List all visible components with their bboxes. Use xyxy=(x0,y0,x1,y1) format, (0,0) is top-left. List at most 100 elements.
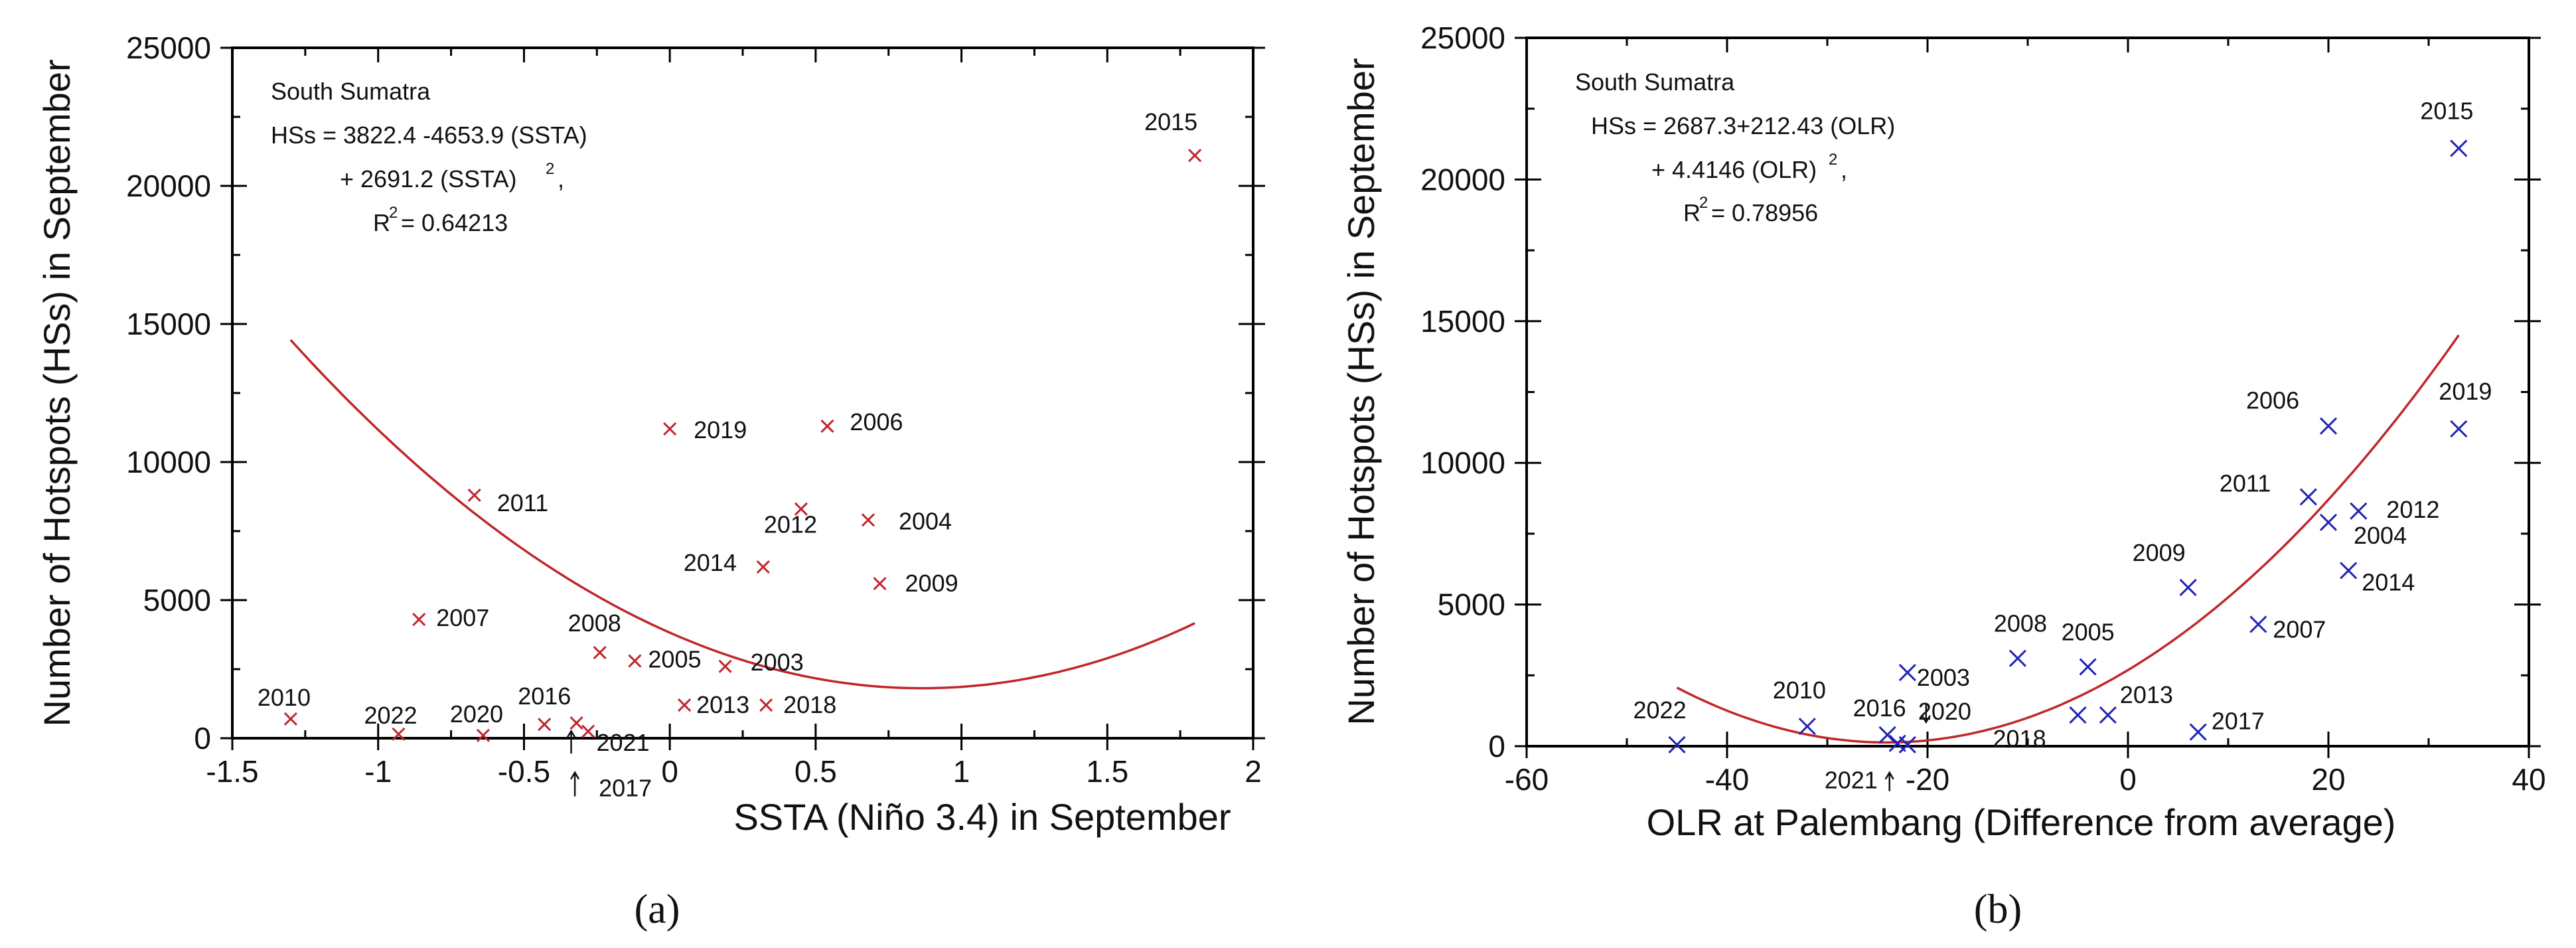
panel-a-x-tick-labels: -1.5 -1 -0.5 0 0.5 1 1.5 2 xyxy=(206,754,1261,789)
point-label-2016: 2016 xyxy=(518,682,571,710)
y-tick-label: 5000 xyxy=(1438,588,1505,622)
point-label-2009: 2009 xyxy=(2133,539,2186,566)
panel-a-equation-annotation: South Sumatra HSs = 3822.4 -4653.9 (SSTA… xyxy=(271,78,587,236)
y-tick-label: 25000 xyxy=(1420,21,1505,55)
data-point-2004: 2004 xyxy=(2319,513,2407,549)
point-label-2015: 2015 xyxy=(2420,97,2473,124)
x-tick-label: 0.5 xyxy=(795,754,837,789)
x-marker-stroke xyxy=(2319,417,2338,435)
point-label-2019: 2019 xyxy=(2439,378,2492,405)
x-tick-label: -1 xyxy=(364,754,392,789)
panel-b-equation-annotation: South Sumatra HSs = 2687.3+212.43 (OLR) … xyxy=(1575,68,1895,226)
x-tick-label: -60 xyxy=(1505,762,1549,797)
x-marker-stroke xyxy=(2069,706,2087,724)
x-marker-stroke xyxy=(756,560,770,574)
data-point-2021: 2021 xyxy=(569,716,650,756)
data-point-2013: 2013 xyxy=(678,691,749,718)
point-label-2021: 2021 xyxy=(1825,767,1878,794)
x-marker-stroke xyxy=(678,698,692,712)
data-point-2020: 2020 xyxy=(450,700,503,742)
arrow-head-2017 xyxy=(570,771,580,780)
point-label-2012: 2012 xyxy=(2386,496,2439,523)
x-marker-stroke xyxy=(1878,726,1896,744)
x-marker-stroke xyxy=(2008,649,2026,667)
point-label-2013: 2013 xyxy=(696,691,749,718)
panel-a-label: (a) xyxy=(635,887,680,932)
panel-b: -60 -40 -20 0 20 40 0 5000 10000 15000 20000 25000… xyxy=(1340,21,2546,932)
data-point-2021: 2021 xyxy=(1825,734,1906,794)
data-point-2016: 2016 xyxy=(1853,694,1906,744)
x-tick-label: -1.5 xyxy=(206,754,258,789)
data-point-2017: 2017 xyxy=(581,724,652,802)
x-marker-stroke xyxy=(2340,562,2358,580)
x-marker-stroke xyxy=(392,727,406,741)
panel-a-ticks xyxy=(220,46,1265,750)
x-tick-label: 0 xyxy=(661,754,678,789)
point-label-2007: 2007 xyxy=(436,604,489,631)
arrow-head-2020 xyxy=(1921,715,1931,724)
x-marker-stroke xyxy=(861,513,875,527)
arrow-head-2021 xyxy=(566,729,576,738)
panel-a-r2-value: = 0.64213 xyxy=(401,209,508,236)
x-marker-stroke xyxy=(2450,420,2468,438)
panel-b-x-tick-labels: -60 -40 -20 0 20 40 xyxy=(1505,762,2546,797)
data-point-2008: 2008 xyxy=(568,609,621,660)
y-tick-label: 5000 xyxy=(143,583,211,617)
panel-a-x-axis-title: SSTA (Niño 3.4) in September xyxy=(733,796,1231,838)
x-marker-stroke xyxy=(283,712,297,726)
x-marker-stroke xyxy=(476,728,490,742)
x-marker-stroke xyxy=(412,613,426,627)
x-marker-stroke xyxy=(759,698,773,712)
data-point-2019: 2019 xyxy=(2439,378,2492,438)
data-point-2009: 2009 xyxy=(873,570,958,597)
x-marker-stroke xyxy=(1668,736,1686,753)
x-marker-stroke xyxy=(820,419,834,433)
data-point-2022: 2022 xyxy=(1633,696,1687,753)
data-point-2015: 2015 xyxy=(1144,108,1202,163)
x-marker-stroke xyxy=(2450,139,2468,157)
panel-a-label-arrows xyxy=(566,729,580,797)
point-label-2005: 2005 xyxy=(2062,618,2115,645)
panel-a-equation-line-2-end: , xyxy=(558,165,564,193)
point-label-2008: 2008 xyxy=(568,609,621,637)
x-marker-stroke xyxy=(2249,615,2267,633)
data-point-2009: 2009 xyxy=(2133,539,2197,597)
data-point-2011: 2011 xyxy=(2220,469,2317,506)
data-point-2022: 2022 xyxy=(364,702,417,741)
y-tick-label: 20000 xyxy=(126,169,211,203)
x-tick-label: 2 xyxy=(1245,754,1262,789)
panel-b-label-arrows xyxy=(1884,703,1931,791)
data-point-2004: 2004 xyxy=(861,507,952,534)
x-marker-stroke xyxy=(1888,734,1906,752)
point-label-2010: 2010 xyxy=(258,684,311,711)
data-point-2018: 2018 xyxy=(759,691,836,718)
data-point-2013: 2013 xyxy=(2099,681,2173,724)
data-point-2012: 2012 xyxy=(764,502,817,538)
data-point-2016: 2016 xyxy=(518,682,571,732)
point-label-2021: 2021 xyxy=(597,729,650,756)
point-label-2004: 2004 xyxy=(2354,522,2407,549)
point-label-2015: 2015 xyxy=(1144,108,1197,135)
point-label-2017: 2017 xyxy=(599,775,652,802)
x-marker-stroke xyxy=(538,718,552,732)
x-marker-stroke xyxy=(1898,736,1916,753)
panel-a-plot-frame xyxy=(231,46,1254,740)
point-label-2013: 2013 xyxy=(2120,681,2173,708)
data-point-2018: 2018 xyxy=(1993,706,2087,752)
data-point-2014: 2014 xyxy=(2340,562,2415,595)
point-label-2003: 2003 xyxy=(751,649,804,676)
data-point-2008: 2008 xyxy=(1994,610,2047,667)
x-marker-stroke xyxy=(873,576,887,591)
x-marker-stroke xyxy=(593,645,607,660)
point-label-2006: 2006 xyxy=(2246,387,2299,414)
point-label-2022: 2022 xyxy=(364,702,417,729)
point-label-2011: 2011 xyxy=(497,489,548,516)
point-label-2004: 2004 xyxy=(899,507,952,534)
point-label-2018: 2018 xyxy=(783,691,836,718)
data-point-2005: 2005 xyxy=(628,646,702,673)
y-tick-label: 10000 xyxy=(126,445,211,479)
panel-b-ticks xyxy=(1515,37,2541,758)
x-marker-stroke xyxy=(1798,718,1816,736)
